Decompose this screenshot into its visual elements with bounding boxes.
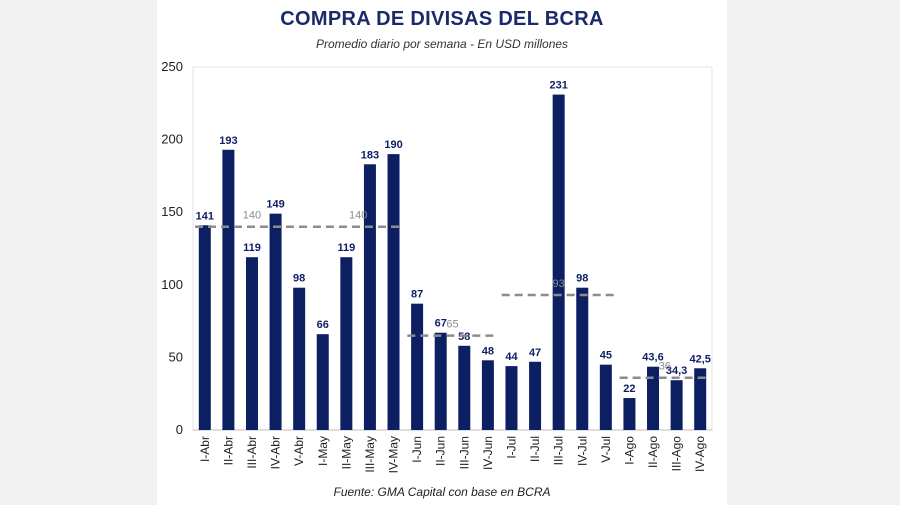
bar	[198, 225, 211, 430]
monthly-average-label: 36	[659, 361, 671, 373]
bar	[293, 287, 306, 430]
bar-value-label: 34,3	[666, 365, 687, 377]
bar-value-label: 149	[266, 199, 284, 211]
bar-value-label: 42,5	[689, 353, 710, 365]
monthly-average-label: 140	[243, 210, 261, 222]
monthly-average-label: 65	[446, 319, 458, 331]
bar-value-label: 47	[529, 347, 541, 359]
bar-value-label: 67	[435, 318, 447, 330]
bar-value-label: 87	[411, 289, 423, 301]
x-tick-label: II-Abr	[221, 436, 235, 465]
bar-value-label: 119	[243, 242, 261, 254]
bar	[505, 366, 518, 430]
bar-value-label: 119	[337, 242, 355, 254]
bar-value-label: 44	[505, 351, 518, 363]
bar	[222, 149, 235, 430]
bar-value-label: 231	[549, 80, 567, 92]
x-tick-label: I-May	[316, 436, 330, 466]
chart-title: COMPRA DE DIVISAS DEL BCRA	[280, 8, 604, 30]
bar-value-label: 45	[600, 350, 612, 362]
bar	[269, 213, 282, 430]
y-tick-label: 50	[169, 349, 183, 364]
bar-value-label: 48	[482, 345, 494, 357]
x-tick-label: I-Ago	[622, 436, 636, 465]
bar	[340, 257, 353, 430]
x-tick-label: III-Jun	[457, 436, 471, 469]
x-tick-label: II-Jun	[434, 436, 448, 466]
bar-value-label: 66	[317, 319, 329, 331]
x-tick-label: I-Abr	[198, 436, 212, 462]
bar-value-label: 193	[219, 135, 237, 147]
x-tick-label: II-Ago	[646, 436, 660, 468]
x-tick-label: V-Abr	[292, 436, 306, 466]
bar-value-label: 190	[384, 139, 402, 151]
monthly-average-label: 93	[553, 278, 565, 290]
y-tick-label: 0	[176, 422, 183, 437]
y-tick-label: 150	[161, 204, 183, 219]
x-tick-label: IV-May	[387, 436, 401, 473]
source-note: Fuente: GMA Capital con base en BCRA	[333, 485, 551, 499]
x-tick-label: I-Jun	[410, 436, 424, 463]
x-tick-label: III-Abr	[245, 436, 259, 469]
bar-value-label: 22	[623, 383, 635, 395]
x-tick-label: IV-Ago	[693, 436, 707, 472]
x-tick-label: III-Jul	[552, 436, 566, 465]
x-tick-label: IV-Abr	[269, 436, 283, 469]
x-tick-label: III-Ago	[670, 436, 684, 472]
x-tick-label: IV-Jun	[481, 436, 495, 470]
bar-value-label: 141	[196, 210, 214, 222]
bar	[458, 345, 471, 430]
bar-value-label: 98	[293, 273, 305, 285]
bar	[670, 380, 683, 430]
x-tick-label: II-Jul	[528, 436, 542, 462]
bar	[434, 332, 447, 430]
bar	[599, 364, 612, 430]
x-tick-label: II-May	[339, 436, 353, 469]
bar	[481, 360, 494, 430]
bar	[245, 257, 258, 430]
bar	[529, 361, 542, 430]
x-tick-label: IV-Jul	[575, 436, 589, 466]
bar-value-label: 183	[361, 149, 379, 161]
bar	[552, 94, 565, 430]
bar	[387, 154, 400, 430]
y-tick-label: 200	[161, 132, 183, 147]
bar-value-label: 98	[576, 273, 588, 285]
x-tick-label: V-Jul	[599, 436, 613, 463]
bar	[623, 398, 636, 430]
bar	[647, 366, 660, 430]
bar	[411, 303, 424, 430]
x-tick-label: I-Jul	[504, 436, 518, 459]
x-tick-label: III-May	[363, 436, 377, 473]
y-tick-label: 100	[161, 277, 183, 292]
bar-value-label: 43,6	[642, 352, 663, 364]
bar	[576, 287, 589, 430]
bar	[316, 334, 329, 430]
bar	[363, 164, 376, 430]
chart-subtitle: Promedio diario por semana - En USD mill…	[315, 37, 569, 51]
y-tick-label: 250	[161, 59, 183, 74]
monthly-average-label: 140	[349, 210, 367, 222]
bar	[694, 368, 707, 430]
